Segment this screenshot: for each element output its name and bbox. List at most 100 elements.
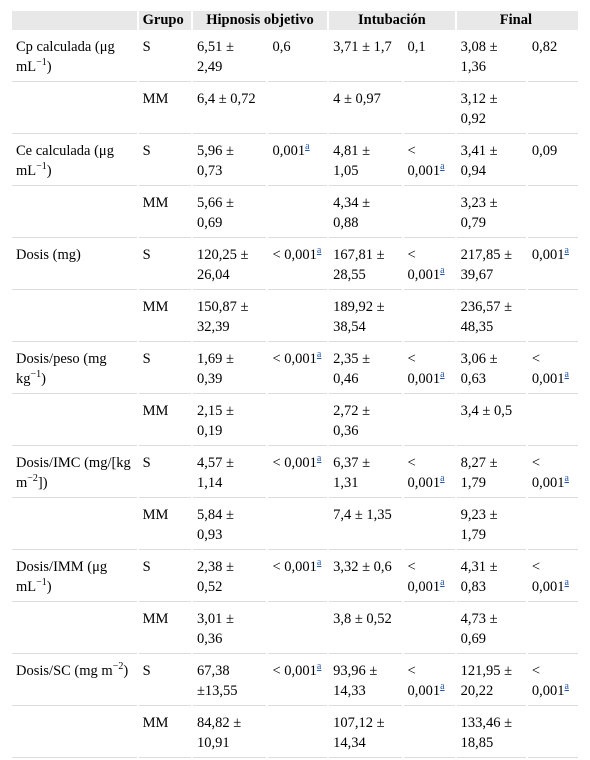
footnote-link[interactable]: a: [440, 577, 445, 588]
footnote-link[interactable]: a: [440, 681, 445, 692]
hipnosis-value: 67,38 ±13,55: [192, 656, 267, 706]
variable-label: Cp calculada (μg mL: [16, 39, 115, 75]
final-value: 3,12 ± 0,92: [456, 84, 526, 134]
variable-label: Ce calculada (μg mL: [16, 143, 114, 179]
final-p-empty: [527, 292, 578, 342]
p-value: 0,001: [272, 143, 306, 159]
group-label: S: [138, 656, 191, 706]
p-value: < 0,001: [531, 663, 565, 699]
final-p: 0,09: [527, 136, 578, 186]
p-value: 0,1: [407, 39, 426, 55]
hipnosis-p: < 0,001a: [268, 448, 328, 498]
group-label: S: [138, 136, 191, 186]
header-hipnosis: Hipnosis objetivo: [192, 11, 328, 30]
p-value: < 0,001: [407, 247, 441, 283]
variable-name: Cp calculada (μg mL−1): [12, 32, 137, 82]
footnote-link[interactable]: a: [316, 349, 322, 360]
footnote-link[interactable]: a: [440, 369, 445, 380]
variable-unit-tail: ): [41, 371, 46, 387]
final-value: 133,46 ± 18,85: [456, 708, 526, 758]
final-p: < 0,001a: [527, 448, 578, 498]
final-value: 217,85 ± 39,67: [456, 240, 526, 290]
intubacion-value: 167,81 ± 28,55: [329, 240, 402, 290]
table-row: Dosis (mg) S 120,25 ± 26,04 < 0,001a 167,81 …: [12, 240, 578, 290]
hipnosis-value: 6,51 ± 2,49: [192, 32, 267, 82]
variable-name-empty: [12, 500, 137, 550]
variable-unit-tail: ): [46, 163, 52, 179]
footnote-link[interactable]: a: [316, 453, 322, 464]
intubacion-value: 2,72 ± 0,36: [329, 396, 402, 446]
p-value: 0,09: [531, 143, 558, 159]
final-p-empty: [527, 500, 578, 550]
hipnosis-p: < 0,001a: [268, 656, 328, 706]
intubacion-value: 3,32 ± 0,6: [329, 552, 402, 602]
footnote-link[interactable]: a: [305, 141, 310, 152]
footnote-link[interactable]: a: [316, 557, 322, 568]
p-value: < 0,001: [272, 559, 317, 575]
hipnosis-p: < 0,001a: [268, 344, 328, 394]
intubacion-p-empty: [403, 84, 455, 134]
table-row: Cp calculada (μg mL−1) S 6,51 ± 2,49 0,6 3,7…: [12, 32, 578, 82]
hipnosis-value: 3,01 ± 0,36: [192, 604, 267, 654]
group-label: MM: [138, 604, 191, 654]
hipnosis-value: 6,4 ± 0,72: [192, 84, 267, 134]
table-row: MM 3,01 ± 0,36 3,8 ± 0,52 4,73 ± 0,69: [12, 604, 578, 654]
hipnosis-p-empty: [268, 188, 328, 238]
header-grupo: Grupo: [138, 11, 191, 30]
group-label: MM: [138, 188, 191, 238]
intubacion-p: < 0,001a: [403, 552, 455, 602]
hipnosis-value: 4,57 ± 1,14: [192, 448, 267, 498]
hipnosis-p-empty: [268, 604, 328, 654]
intubacion-value: 3,8 ± 0,52: [329, 604, 402, 654]
footnote-link[interactable]: a: [440, 265, 445, 276]
final-p-empty: [527, 604, 578, 654]
p-value: < 0,001: [272, 455, 317, 471]
table-row: MM 84,82 ± 10,91 107,12 ± 14,34 133,46 ± 18…: [12, 708, 578, 758]
footnote-link[interactable]: a: [440, 161, 445, 172]
group-label: MM: [138, 84, 191, 134]
hipnosis-p: 0,6: [268, 32, 328, 82]
hipnosis-p: 0,001a: [268, 136, 328, 186]
variable-unit-tail: ): [46, 579, 52, 595]
hipnosis-value: 120,25 ± 26,04: [192, 240, 267, 290]
variable-label: Dosis (mg): [16, 247, 81, 263]
table-row: Dosis/IMM (μg mL−1) S 2,38 ± 0,52 < 0,001a 3…: [12, 552, 578, 602]
footnote-link[interactable]: a: [316, 661, 322, 672]
intubacion-p-empty: [403, 604, 455, 654]
final-value: 3,23 ± 0,79: [456, 188, 526, 238]
hipnosis-value: 1,69 ± 0,39: [192, 344, 267, 394]
footnote-link[interactable]: a: [316, 245, 322, 256]
intubacion-value: 4,34 ± 0,88: [329, 188, 402, 238]
intubacion-p: < 0,001a: [403, 656, 455, 706]
p-value: 0,001: [531, 247, 565, 263]
hipnosis-p-empty: [268, 500, 328, 550]
variable-name: Dosis/peso (mg kg−1): [12, 344, 137, 394]
variable-label: Dosis/IMC (mg/[kg m: [16, 455, 131, 491]
table-row: MM 6,4 ± 0,72 4 ± 0,97 3,12 ± 0,92: [12, 84, 578, 134]
footnote-link[interactable]: a: [564, 577, 569, 588]
intubacion-p-empty: [403, 500, 455, 550]
footnote-link[interactable]: a: [564, 473, 569, 484]
final-value: 8,27 ± 1,79: [456, 448, 526, 498]
footnote-link[interactable]: a: [564, 369, 569, 380]
group-label: S: [138, 344, 191, 394]
variable-label: Dosis/IMM (μg mL: [16, 559, 108, 595]
final-p: 0,82: [527, 32, 578, 82]
footnote-link[interactable]: a: [440, 473, 445, 484]
header-final: Final: [456, 11, 578, 30]
variable-unit-exponent: −2: [27, 473, 38, 484]
intubacion-value: 3,71 ± 1,7: [329, 32, 402, 82]
variable-name: Dosis/IMM (μg mL−1): [12, 552, 137, 602]
intubacion-p: < 0,001a: [403, 240, 455, 290]
group-label: S: [138, 552, 191, 602]
final-value: 3,4 ± 0,5: [456, 396, 526, 446]
footnote-link[interactable]: a: [564, 245, 569, 256]
footnote-link[interactable]: a: [564, 681, 569, 692]
final-p-empty: [527, 84, 578, 134]
header-variable: [12, 11, 137, 30]
intubacion-value: 4,81 ± 1,05: [329, 136, 402, 186]
hipnosis-value: 2,15 ± 0,19: [192, 396, 267, 446]
group-label: MM: [138, 396, 191, 446]
p-value: < 0,001: [272, 351, 317, 367]
table-row: Dosis/IMC (mg/[kg m−2]) S 4,57 ± 1,14 < 0,0…: [12, 448, 578, 498]
